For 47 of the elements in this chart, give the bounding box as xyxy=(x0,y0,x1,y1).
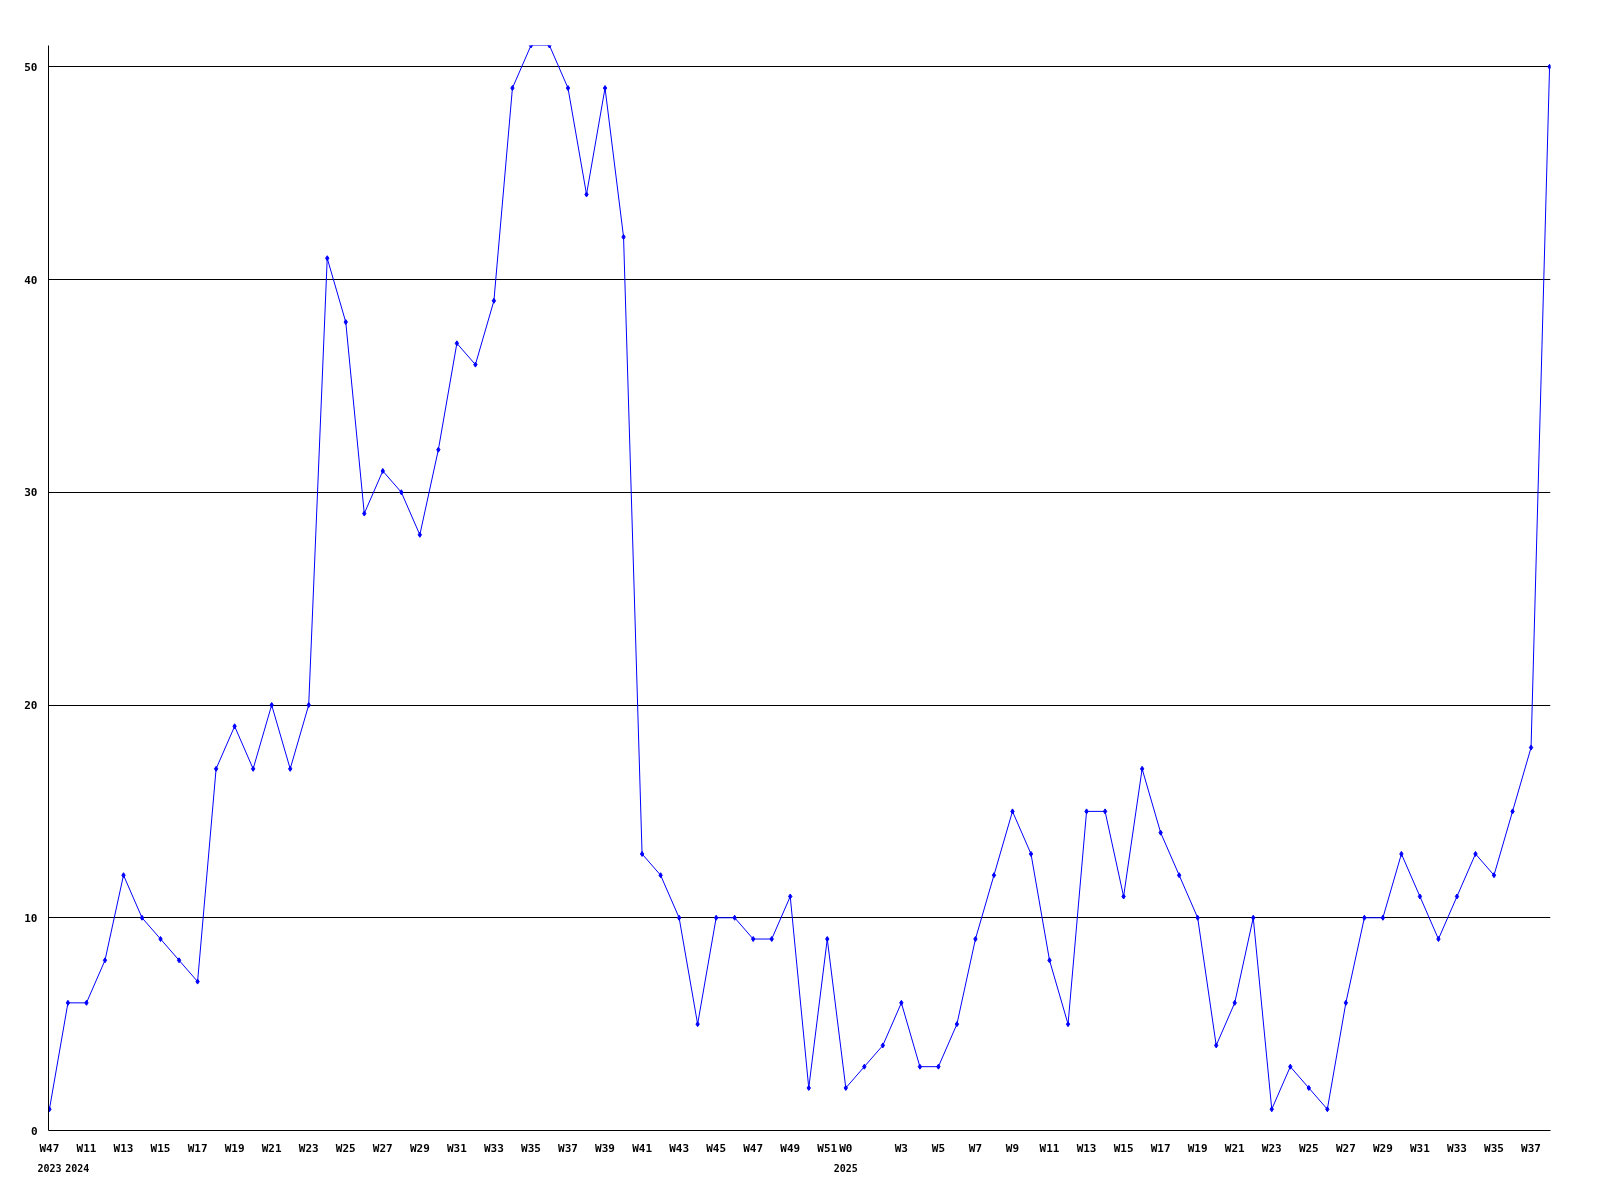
y-tick-label: 40 xyxy=(24,273,38,287)
x-tick-label: W3 xyxy=(894,1141,908,1155)
x-tick-label: W23 xyxy=(1261,1141,1282,1155)
y-tick-label: 20 xyxy=(24,699,38,713)
x-tick-label: W15 xyxy=(1113,1141,1134,1155)
x-tick-label: W25 xyxy=(335,1141,356,1155)
x-tick-label: W17 xyxy=(1150,1141,1171,1155)
x-tick-label: W19 xyxy=(1187,1141,1208,1155)
x-tick-label: W5 xyxy=(931,1141,946,1155)
y-tick-label: 0 xyxy=(30,1124,38,1138)
x-tick-label: W9 xyxy=(1005,1141,1020,1155)
x-tick-label: W25 xyxy=(1298,1141,1319,1155)
x-tick-label: W27 xyxy=(1335,1141,1356,1155)
x-tick-label: W33 xyxy=(1447,1141,1467,1155)
x-tick-label: W37 xyxy=(1521,1141,1541,1155)
x-tick-label: W35 xyxy=(1484,1141,1504,1155)
y-tick-label: 10 xyxy=(24,911,38,925)
x-tick-label: W29 xyxy=(409,1141,430,1155)
x-tick-label: W17 xyxy=(187,1141,208,1155)
x-tick-label: W21 xyxy=(1224,1141,1246,1155)
x-tick-label: W37 xyxy=(558,1141,578,1155)
x-tick-label: W13 xyxy=(113,1141,134,1155)
x-tick-label: W21 xyxy=(261,1141,282,1155)
y-tick-label: 30 xyxy=(24,486,38,500)
x-tick-label: W23 xyxy=(298,1141,319,1155)
x-tick-label: W7 xyxy=(968,1141,983,1155)
x-tick-label: W11 xyxy=(76,1141,97,1155)
x-tick-label: W51 xyxy=(817,1141,838,1155)
x-tick-label: W15 xyxy=(150,1141,171,1155)
x-tick-label: W11 xyxy=(1039,1141,1060,1155)
x-tick-label: W31 xyxy=(1410,1141,1431,1155)
x-tick-label: W31 xyxy=(446,1141,468,1155)
x-tick-label: W35 xyxy=(521,1141,541,1155)
text: 2024 xyxy=(65,1162,90,1174)
x-tick-label: W43 xyxy=(669,1141,690,1155)
x-tick-label: W41 xyxy=(632,1141,653,1155)
x-tick-label: W27 xyxy=(372,1141,393,1155)
x-tick-label: W39 xyxy=(595,1141,615,1155)
x-tick-label: W49 xyxy=(780,1141,801,1155)
x-tick-label: W19 xyxy=(224,1141,245,1155)
x-tick-label: W33 xyxy=(483,1141,504,1155)
x-tick-label: W47 xyxy=(743,1141,764,1155)
category-label: W47 2023 xyxy=(37,1141,62,1174)
x-tick-label: W29 xyxy=(1372,1141,1393,1155)
y-tick-label: 50 xyxy=(24,60,38,74)
x-tick-label: W13 xyxy=(1076,1141,1097,1155)
x-tick-label: W45 xyxy=(706,1141,727,1155)
